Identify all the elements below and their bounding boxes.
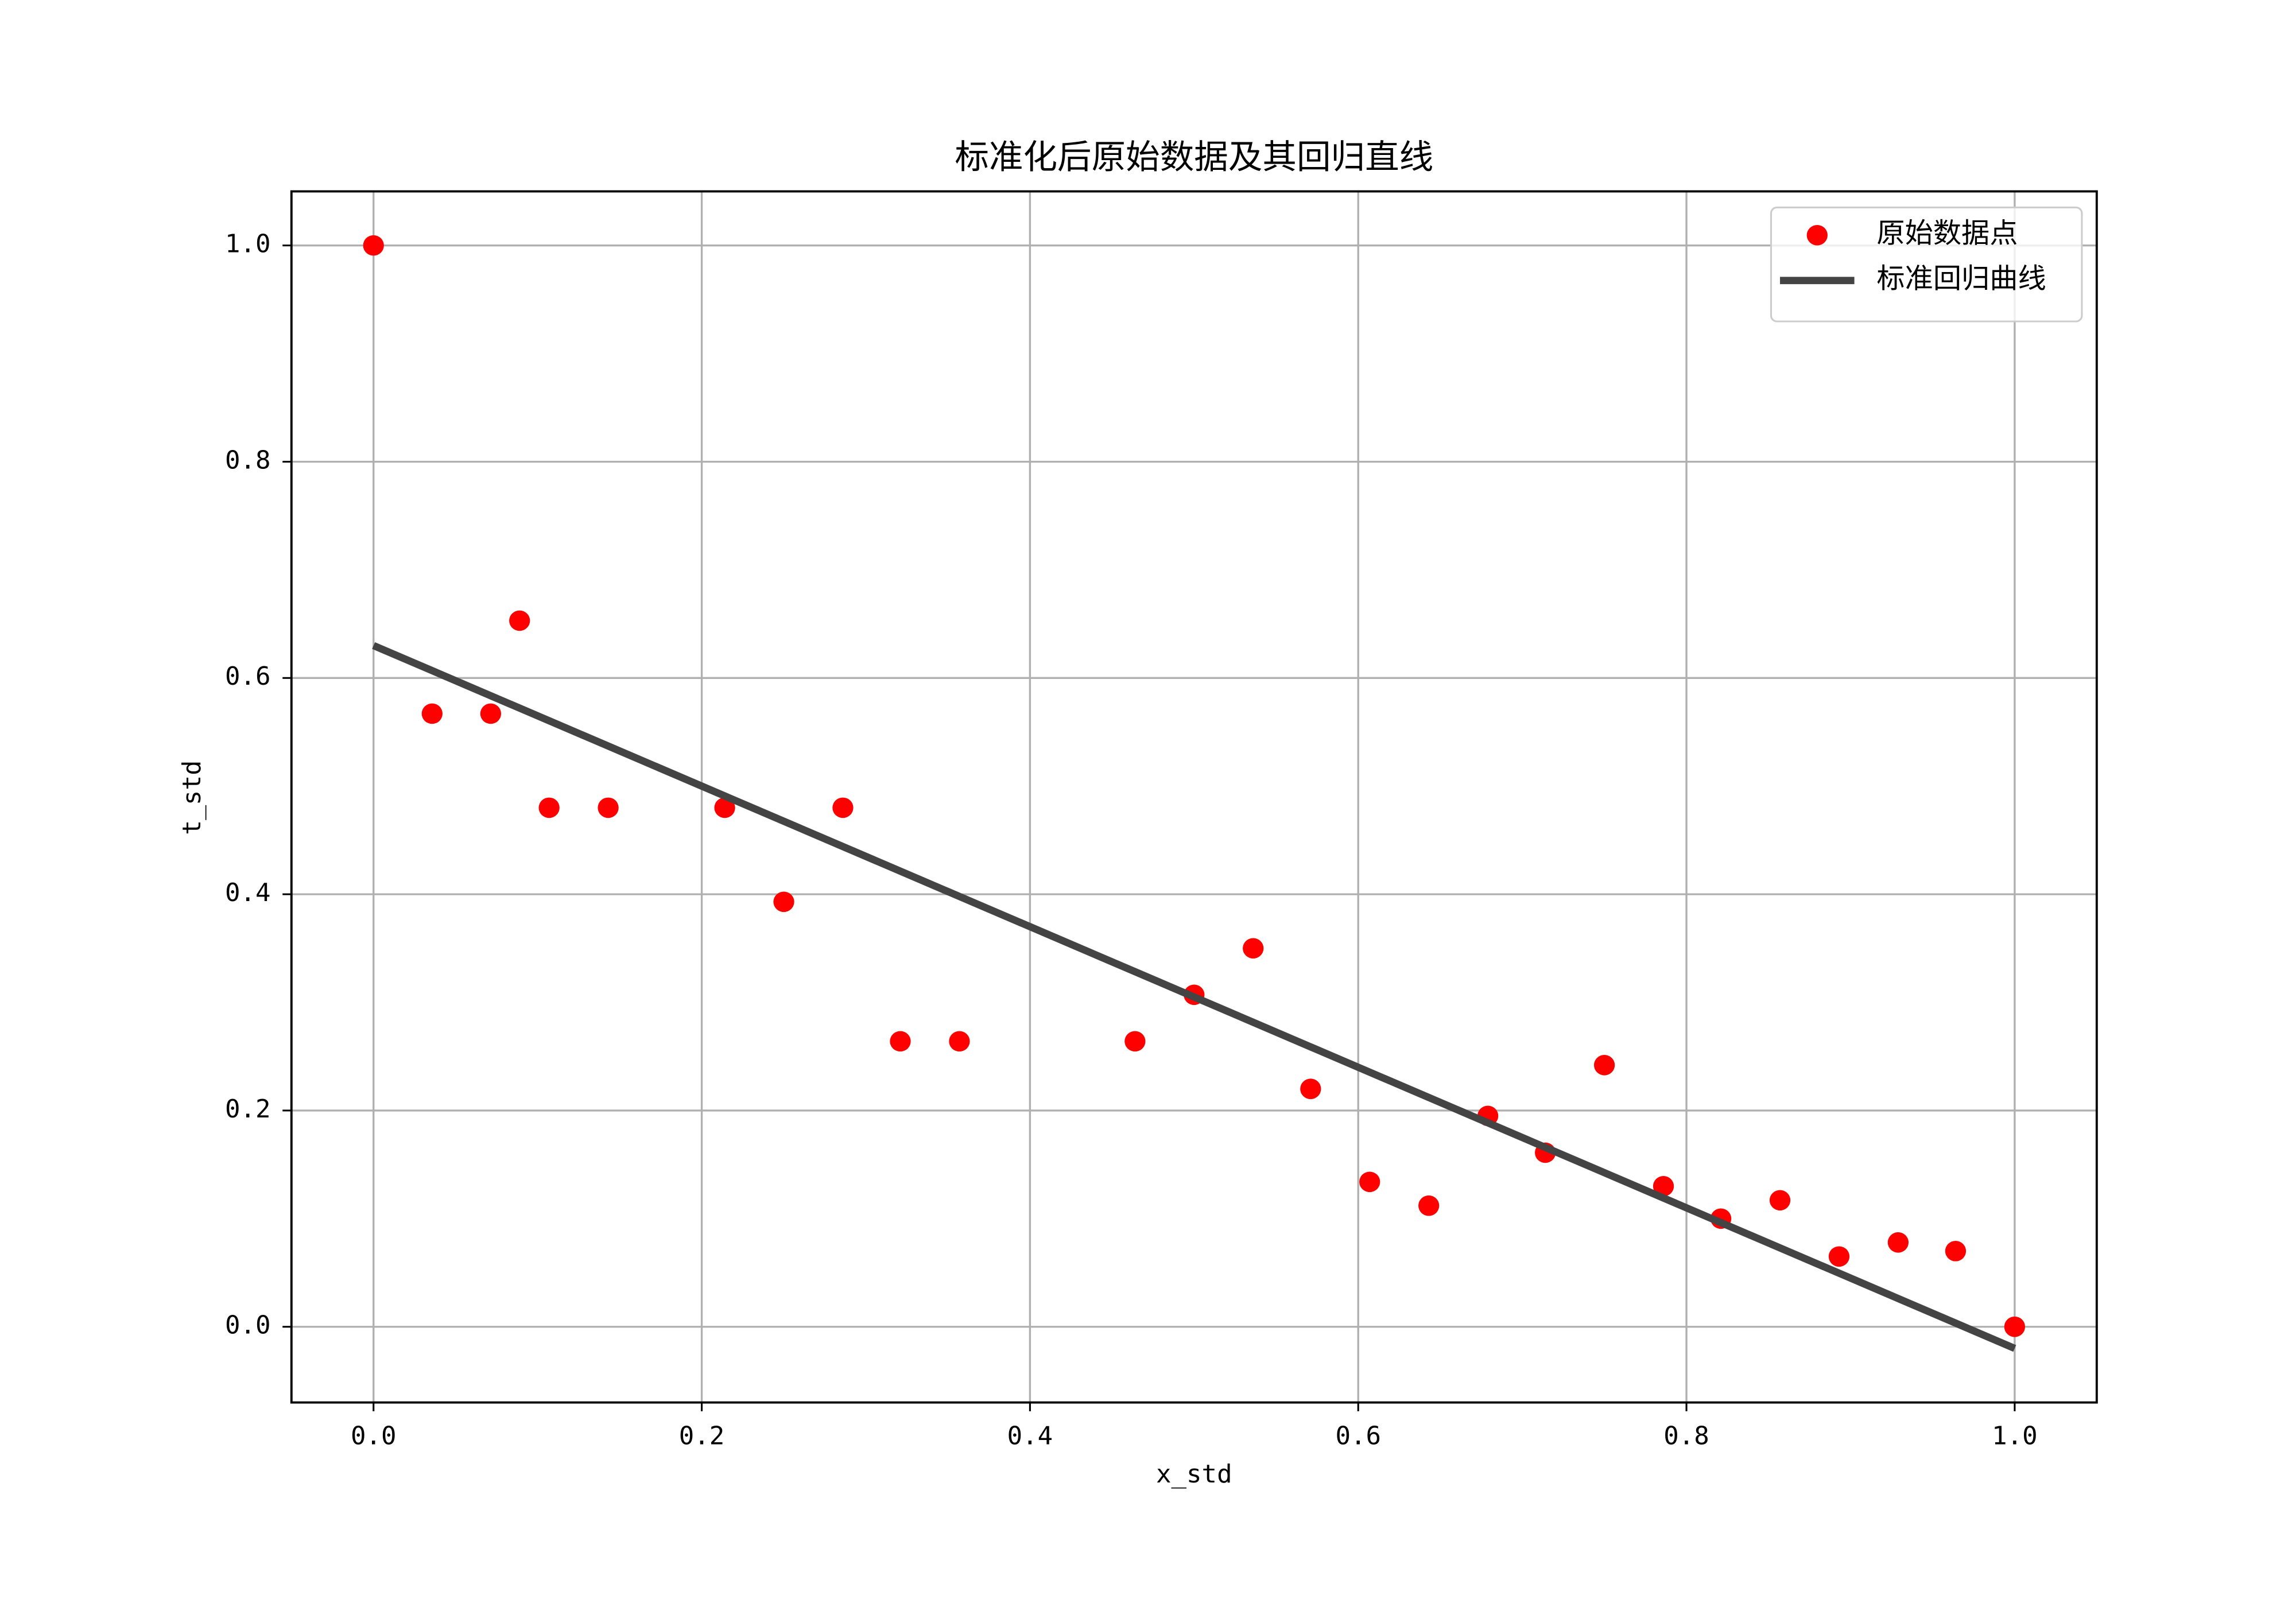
data-point <box>1887 1232 1909 1253</box>
data-point <box>1828 1246 1850 1267</box>
data-point <box>509 610 530 631</box>
data-point <box>1359 1171 1380 1193</box>
y-tick-label: 1.0 <box>225 230 271 259</box>
data-point <box>480 703 502 724</box>
y-tick-label: 0.6 <box>225 662 271 692</box>
plot-frame <box>290 190 2098 1404</box>
x-tick-label: 0.8 <box>1663 1422 1709 1451</box>
x-tick-label: 0.0 <box>351 1422 397 1451</box>
data-point <box>1653 1176 1674 1197</box>
x-tick-label: 0.6 <box>1335 1422 1381 1451</box>
x-tick-label: 1.0 <box>1992 1422 2038 1451</box>
data-point <box>714 797 735 818</box>
data-point <box>363 235 384 256</box>
x-tick-label: 0.2 <box>679 1422 725 1451</box>
y-tick-label: 0.0 <box>225 1311 271 1340</box>
data-point <box>2004 1316 2026 1337</box>
data-point <box>1418 1195 1440 1216</box>
data-point <box>1124 1031 1146 1052</box>
data-point <box>1945 1241 1967 1261</box>
y-tick-label: 0.8 <box>225 446 271 475</box>
data-point <box>598 797 619 818</box>
data-point <box>1769 1190 1791 1211</box>
legend-label: 原始数据点 <box>1876 217 2018 249</box>
x-tick-label: 0.4 <box>1007 1422 1053 1451</box>
regression-line <box>372 642 2016 1352</box>
data-point <box>949 1031 970 1052</box>
legend-box <box>1770 206 2083 323</box>
y-tick-label: 0.2 <box>225 1094 271 1124</box>
data-point <box>890 1031 911 1052</box>
data-point <box>1300 1078 1321 1100</box>
data-point <box>773 891 794 913</box>
y-axis-label: t_std <box>177 760 207 835</box>
legend-marker <box>1806 225 1828 246</box>
data-point <box>538 797 560 818</box>
data-point <box>1243 938 1264 959</box>
chart-title: 标准化后原始数据及其回归直线 <box>955 137 1433 176</box>
x-axis-label: x_std <box>1156 1460 1232 1489</box>
legend-label: 标准回归曲线 <box>1876 262 2046 294</box>
y-tick-label: 0.4 <box>225 878 271 907</box>
data-point <box>421 703 443 724</box>
data-point <box>1593 1054 1615 1076</box>
data-point <box>832 797 854 818</box>
